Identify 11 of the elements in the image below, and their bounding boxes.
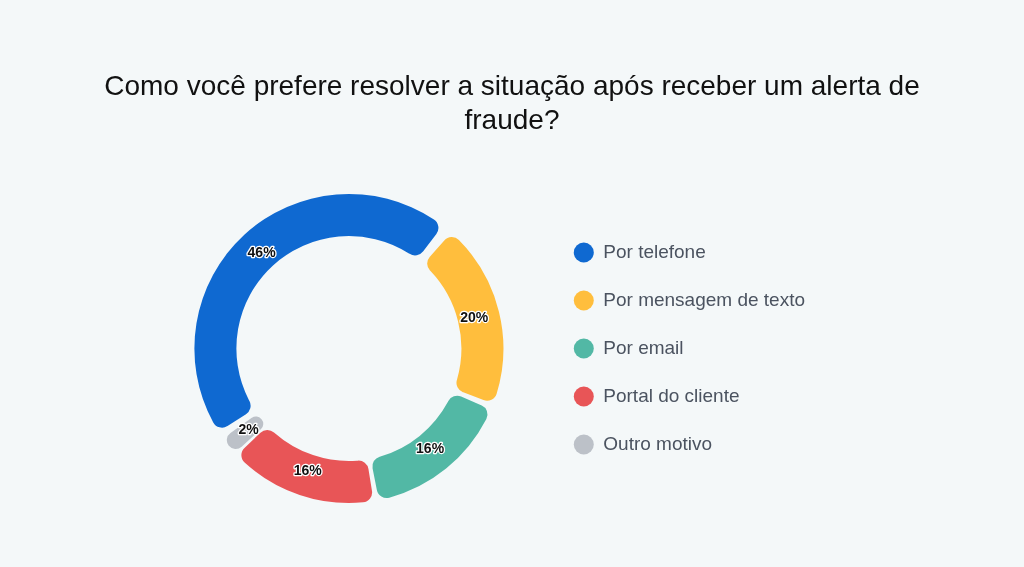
legend-label: Por email bbox=[603, 336, 684, 358]
data-label: 2% bbox=[238, 420, 260, 437]
chart-title: Como você prefere resolver a situação após receber um alerta de fraude? bbox=[103, 69, 921, 137]
data-label: 16% bbox=[416, 439, 445, 456]
data-label: 46% bbox=[247, 244, 277, 261]
data-label: 16% bbox=[293, 461, 323, 478]
legend-label: Portal do cliente bbox=[603, 384, 740, 406]
legend-label: Por telefone bbox=[603, 240, 706, 262]
data-label: 20% bbox=[460, 308, 489, 325]
legend-label: Outro motivo bbox=[603, 432, 713, 454]
legend-label: Por mensagem de texto bbox=[603, 288, 805, 310]
